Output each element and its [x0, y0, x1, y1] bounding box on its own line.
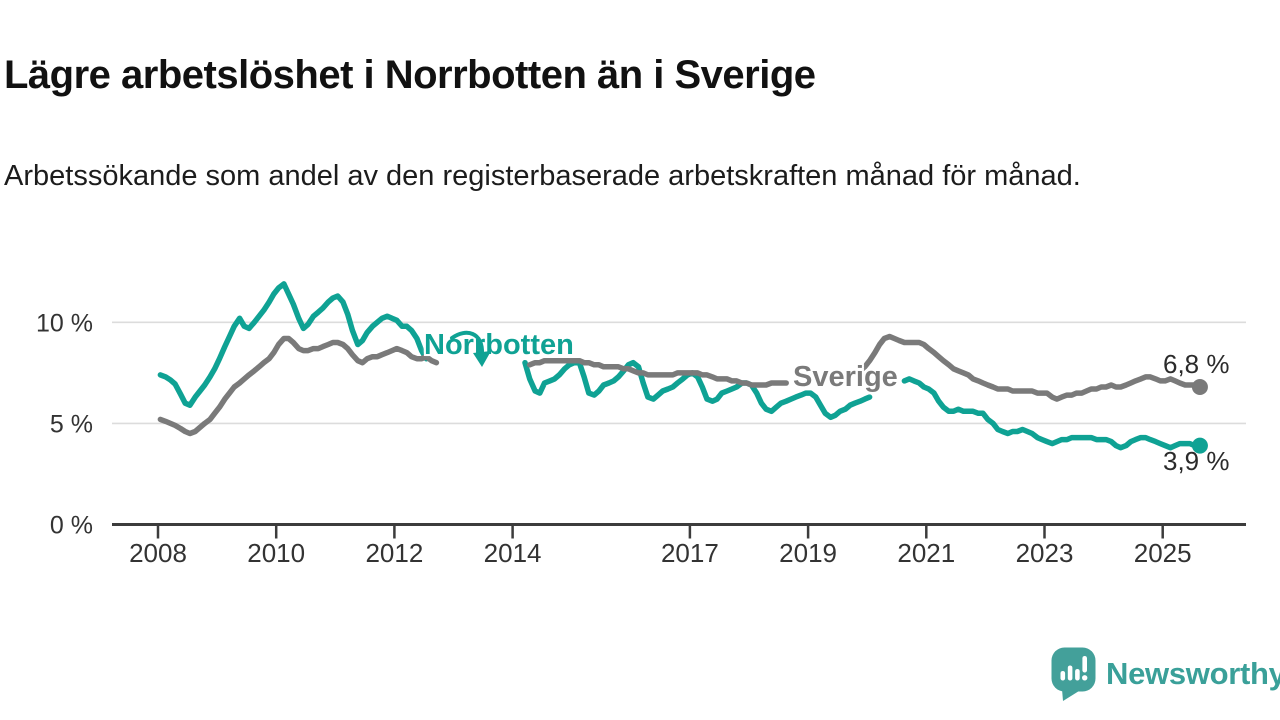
x-axis: 2008 2010 2012 2014 2017 2019 2021 2023 2025 — [112, 523, 1246, 568]
y-tick-label: 0 % — [50, 512, 93, 540]
norrbotten-arrow-icon — [448, 326, 496, 376]
x-tick-label: 2014 — [484, 538, 542, 568]
series-end-dot — [1191, 379, 1208, 396]
sverige-end-value: 6,8 % — [1163, 349, 1230, 379]
newsworthy-logo: Newsworthy — [1050, 646, 1280, 702]
series-end-dot — [1191, 437, 1208, 454]
sverige-series-label: Sverige — [793, 361, 898, 393]
series-line — [157, 281, 1203, 451]
x-tick-label: 2023 — [1016, 538, 1074, 568]
series-line — [157, 333, 1203, 437]
page-title: Lägre arbetslöshet i Norrbotten än i Sve… — [4, 52, 816, 97]
x-tick-label: 2008 — [129, 538, 187, 568]
y-axis-labels: 0 % 5 % 10 % — [36, 309, 93, 539]
series-sverige — [157, 333, 1208, 437]
chart-subtitle: Arbetssökande som andel av den registerb… — [4, 160, 1081, 192]
x-tick-label: 2025 — [1134, 538, 1192, 568]
series-norrbotten — [157, 281, 1208, 454]
newsworthy-logo-text: Newsworthy — [1106, 656, 1280, 691]
x-tick-label: 2010 — [247, 538, 305, 568]
y-tick-label: 10 % — [36, 309, 93, 337]
newsworthy-bubble-chart-icon — [1051, 647, 1096, 701]
norrbotten-series-label: Norrbotten — [424, 329, 574, 361]
y-tick-label: 5 % — [50, 410, 93, 438]
x-tick-label: 2019 — [779, 538, 837, 568]
norrbotten-end-value: 3,9 % — [1163, 446, 1230, 476]
x-tick-label: 2017 — [661, 538, 719, 568]
x-tick-label: 2021 — [897, 538, 955, 568]
x-tick-label: 2012 — [365, 538, 423, 568]
